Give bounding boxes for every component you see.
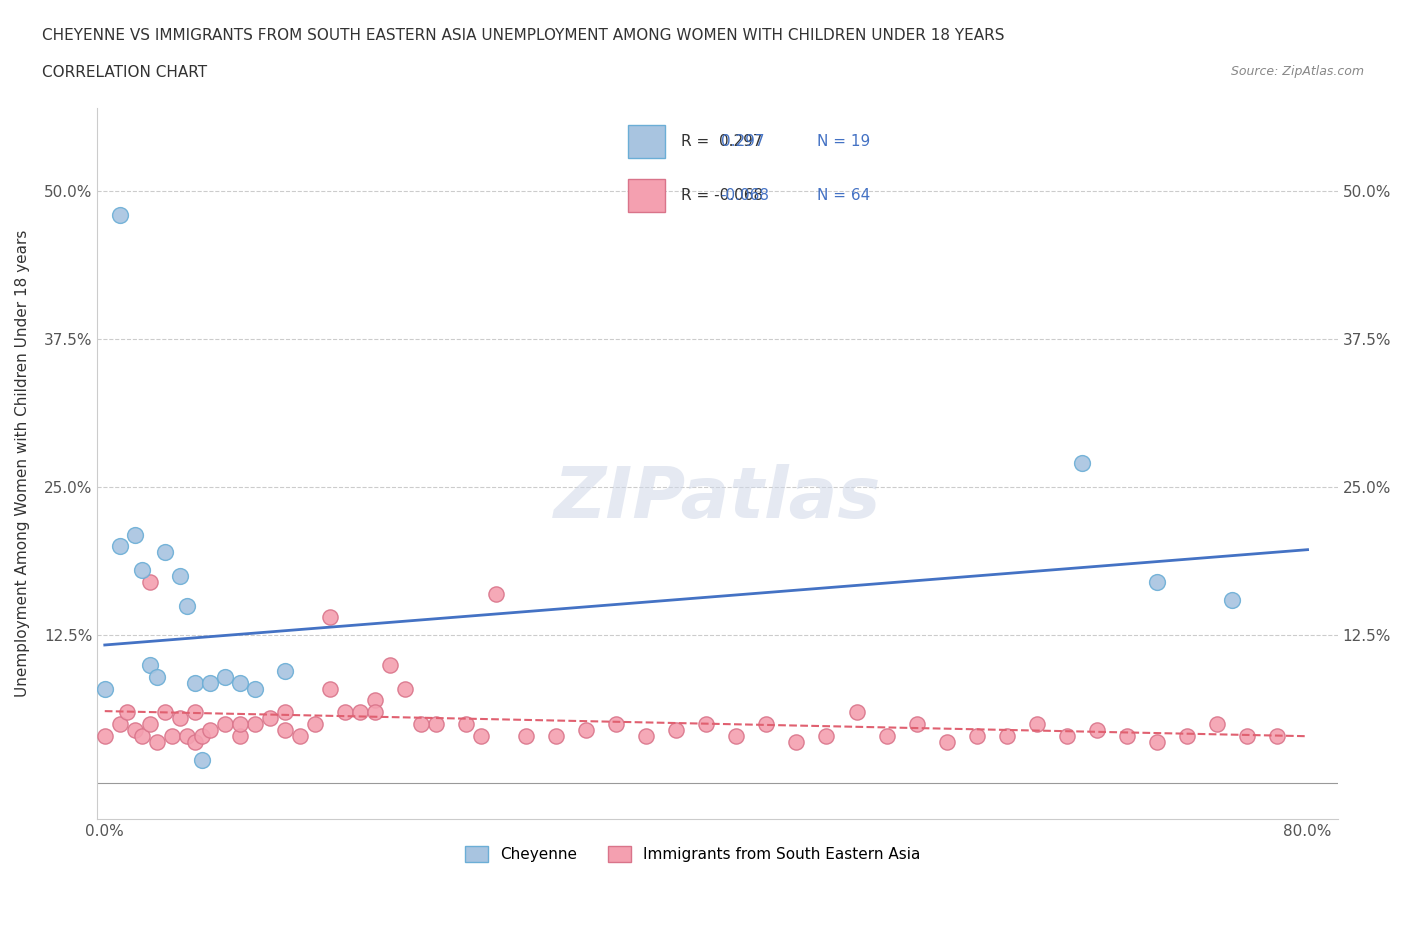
- Cheyenne: [214, 670, 236, 684]
- FancyBboxPatch shape: [628, 125, 665, 158]
- Immigrants from South Eastern Asia: [162, 728, 184, 743]
- Immigrants from South Eastern Asia: [1236, 728, 1258, 743]
- Cheyenne: [108, 207, 131, 222]
- Immigrants from South Eastern Asia: [935, 735, 957, 750]
- Immigrants from South Eastern Asia: [1056, 728, 1078, 743]
- Immigrants from South Eastern Asia: [1116, 728, 1139, 743]
- Cheyenne: [1146, 575, 1168, 590]
- Immigrants from South Eastern Asia: [515, 728, 537, 743]
- Immigrants from South Eastern Asia: [198, 723, 221, 737]
- Cheyenne: [1222, 592, 1244, 607]
- Immigrants from South Eastern Asia: [124, 723, 146, 737]
- Immigrants from South Eastern Asia: [319, 610, 342, 625]
- Immigrants from South Eastern Asia: [725, 728, 748, 743]
- Immigrants from South Eastern Asia: [169, 711, 191, 725]
- Immigrants from South Eastern Asia: [905, 717, 928, 732]
- Text: R =  0.297: R = 0.297: [681, 134, 762, 149]
- Immigrants from South Eastern Asia: [94, 728, 117, 743]
- Immigrants from South Eastern Asia: [634, 728, 657, 743]
- Text: Source: ZipAtlas.com: Source: ZipAtlas.com: [1230, 65, 1364, 78]
- Immigrants from South Eastern Asia: [845, 705, 868, 720]
- Immigrants from South Eastern Asia: [349, 705, 371, 720]
- Immigrants from South Eastern Asia: [184, 705, 207, 720]
- Immigrants from South Eastern Asia: [364, 693, 387, 708]
- Cheyenne: [169, 568, 191, 583]
- Immigrants from South Eastern Asia: [665, 723, 688, 737]
- Cheyenne: [108, 538, 131, 553]
- Immigrants from South Eastern Asia: [214, 717, 236, 732]
- Cheyenne: [184, 675, 207, 690]
- Cheyenne: [139, 658, 162, 672]
- Immigrants from South Eastern Asia: [259, 711, 281, 725]
- Immigrants from South Eastern Asia: [108, 717, 131, 732]
- Text: N = 64: N = 64: [817, 188, 870, 203]
- Text: N = 19: N = 19: [817, 134, 870, 149]
- Immigrants from South Eastern Asia: [876, 728, 898, 743]
- Legend: Cheyenne, Immigrants from South Eastern Asia: Cheyenne, Immigrants from South Eastern …: [458, 840, 927, 868]
- Cheyenne: [191, 752, 214, 767]
- Immigrants from South Eastern Asia: [1026, 717, 1049, 732]
- Immigrants from South Eastern Asia: [364, 705, 387, 720]
- Immigrants from South Eastern Asia: [1206, 717, 1229, 732]
- Immigrants from South Eastern Asia: [290, 728, 312, 743]
- Immigrants from South Eastern Asia: [995, 728, 1018, 743]
- Immigrants from South Eastern Asia: [191, 728, 214, 743]
- Cheyenne: [1071, 456, 1094, 471]
- Immigrants from South Eastern Asia: [575, 723, 598, 737]
- Text: -0.068: -0.068: [721, 188, 769, 203]
- Text: ZIPatlas: ZIPatlas: [554, 464, 882, 534]
- Immigrants from South Eastern Asia: [274, 723, 297, 737]
- Immigrants from South Eastern Asia: [304, 717, 326, 732]
- Immigrants from South Eastern Asia: [176, 728, 198, 743]
- Immigrants from South Eastern Asia: [605, 717, 627, 732]
- Immigrants from South Eastern Asia: [966, 728, 988, 743]
- Immigrants from South Eastern Asia: [184, 735, 207, 750]
- Immigrants from South Eastern Asia: [815, 728, 838, 743]
- Text: 0.297: 0.297: [721, 134, 765, 149]
- Immigrants from South Eastern Asia: [755, 717, 778, 732]
- Cheyenne: [131, 563, 153, 578]
- Immigrants from South Eastern Asia: [229, 717, 252, 732]
- Immigrants from South Eastern Asia: [274, 705, 297, 720]
- Y-axis label: Unemployment Among Women with Children Under 18 years: Unemployment Among Women with Children U…: [15, 230, 30, 698]
- Text: CHEYENNE VS IMMIGRANTS FROM SOUTH EASTERN ASIA UNEMPLOYMENT AMONG WOMEN WITH CHI: CHEYENNE VS IMMIGRANTS FROM SOUTH EASTER…: [42, 28, 1005, 43]
- Immigrants from South Eastern Asia: [335, 705, 357, 720]
- Cheyenne: [198, 675, 221, 690]
- Cheyenne: [94, 681, 117, 696]
- Cheyenne: [176, 598, 198, 613]
- Cheyenne: [243, 681, 266, 696]
- Immigrants from South Eastern Asia: [695, 717, 717, 732]
- Immigrants from South Eastern Asia: [153, 705, 176, 720]
- Immigrants from South Eastern Asia: [409, 717, 432, 732]
- Immigrants from South Eastern Asia: [1267, 728, 1289, 743]
- Immigrants from South Eastern Asia: [485, 586, 508, 601]
- Immigrants from South Eastern Asia: [380, 658, 402, 672]
- Immigrants from South Eastern Asia: [243, 717, 266, 732]
- Cheyenne: [146, 670, 169, 684]
- Immigrants from South Eastern Asia: [785, 735, 807, 750]
- Immigrants from South Eastern Asia: [146, 735, 169, 750]
- Immigrants from South Eastern Asia: [139, 575, 162, 590]
- Immigrants from South Eastern Asia: [229, 728, 252, 743]
- Cheyenne: [153, 545, 176, 560]
- Text: R = -0.068: R = -0.068: [681, 188, 762, 203]
- Immigrants from South Eastern Asia: [131, 728, 153, 743]
- FancyBboxPatch shape: [628, 179, 665, 212]
- Cheyenne: [124, 527, 146, 542]
- Immigrants from South Eastern Asia: [117, 705, 139, 720]
- Immigrants from South Eastern Asia: [470, 728, 492, 743]
- Text: CORRELATION CHART: CORRELATION CHART: [42, 65, 207, 80]
- Immigrants from South Eastern Asia: [544, 728, 567, 743]
- Immigrants from South Eastern Asia: [454, 717, 477, 732]
- Immigrants from South Eastern Asia: [1085, 723, 1108, 737]
- Immigrants from South Eastern Asia: [1175, 728, 1198, 743]
- Immigrants from South Eastern Asia: [319, 681, 342, 696]
- Immigrants from South Eastern Asia: [394, 681, 416, 696]
- Immigrants from South Eastern Asia: [139, 717, 162, 732]
- Immigrants from South Eastern Asia: [1146, 735, 1168, 750]
- Cheyenne: [229, 675, 252, 690]
- Immigrants from South Eastern Asia: [425, 717, 447, 732]
- Cheyenne: [274, 663, 297, 678]
